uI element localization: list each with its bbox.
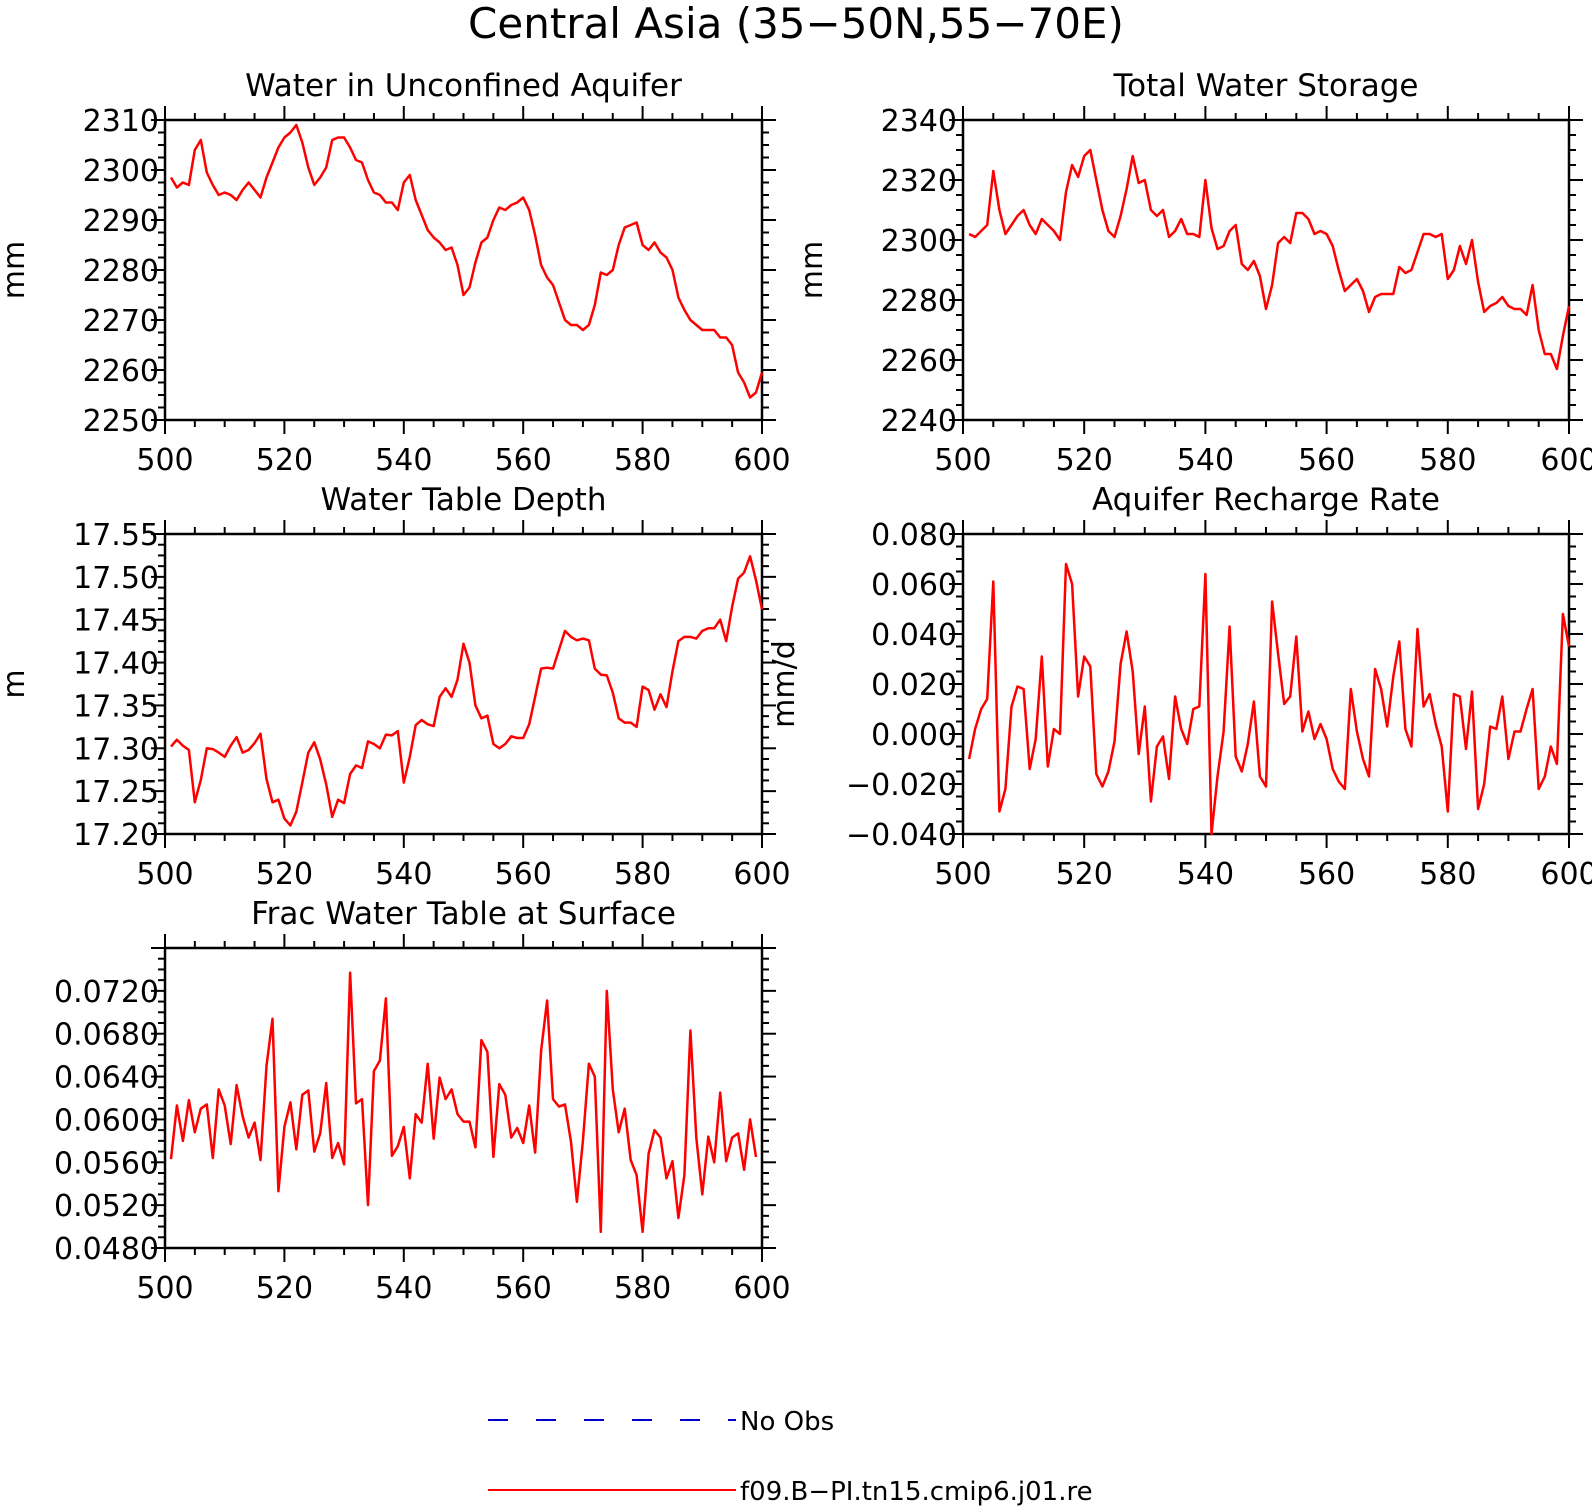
x-tick-label: 560 (495, 1271, 552, 1306)
y-tick-label: −0.040 (846, 818, 957, 853)
series-line-1 (967, 562, 1571, 836)
x-tick-label: 520 (1056, 443, 1113, 478)
panel-title: Water Table Depth (321, 482, 607, 518)
y-tick-label: 0.060 (871, 568, 957, 603)
y-tick-label: 2240 (881, 404, 957, 439)
y-tick-label: 2310 (83, 104, 159, 139)
y-tick-label: 0.020 (871, 668, 957, 703)
x-tick-label: 540 (1177, 443, 1234, 478)
y-tick-label: 17.50 (73, 561, 159, 596)
x-tick-label: 600 (733, 443, 790, 478)
panel-1: Water in Unconfined Aquifer 500 520 540 560 5… (0, 68, 791, 478)
y-tick-label: 17.35 (73, 689, 159, 724)
y-tick-label: 2280 (83, 254, 159, 289)
x-tick-label: 600 (733, 857, 790, 892)
panel-2: Total Water Storage 500 520 540 560 580 600 224… (795, 68, 1592, 478)
x-tick-label: 540 (375, 443, 432, 478)
legend-label-model: f09.B−PI.tn15.cmip6.j01.re (740, 1477, 1093, 1507)
x-tick-label: 560 (1298, 857, 1355, 892)
series-line-1 (170, 555, 764, 827)
y-tick-label: 0.0680 (54, 1018, 159, 1053)
panel-4: Aquifer Recharge Rate 500 520 540 560 580 600 −… (767, 482, 1592, 892)
x-tick-label: 540 (375, 1271, 432, 1306)
x-tick-label: 540 (1177, 857, 1234, 892)
x-tick-label: 500 (934, 443, 991, 478)
figure-title: Central Asia (35−50N,55−70E) (468, 0, 1124, 48)
y-tick-label: 2300 (83, 154, 159, 189)
y-tick-label: 17.55 (73, 518, 159, 553)
y-axis-label: mm/d (767, 640, 802, 728)
x-tick-label: 520 (1056, 857, 1113, 892)
y-tick-label: 17.40 (73, 647, 159, 682)
y-tick-label: 2260 (83, 354, 159, 389)
x-tick-label: 500 (136, 1271, 193, 1306)
x-tick-label: 580 (614, 857, 671, 892)
x-tick-label: 560 (495, 443, 552, 478)
y-tick-label: 2270 (83, 304, 159, 339)
y-tick-label: 0.0520 (54, 1189, 159, 1224)
x-tick-label: 500 (136, 857, 193, 892)
y-tick-label: 0.000 (871, 718, 957, 753)
panel-title: Frac Water Table at Surface (251, 896, 676, 932)
y-tick-label: 0.0640 (54, 1061, 159, 1096)
x-tick-label: 500 (136, 443, 193, 478)
x-tick-label: 600 (1540, 857, 1592, 892)
y-tick-label: 0.0480 (54, 1232, 159, 1267)
y-tick-label: 2340 (881, 104, 957, 139)
y-axis-label: m (0, 669, 32, 698)
x-tick-label: 500 (934, 857, 991, 892)
panel-title: Aquifer Recharge Rate (1092, 482, 1440, 518)
panel-5: Frac Water Table at Surface 500 520 540 560 5… (54, 896, 791, 1306)
x-tick-label: 580 (1419, 443, 1476, 478)
plot-frame (163, 946, 764, 1250)
x-tick-label: 560 (495, 857, 552, 892)
panel-title: Water in Unconfined Aquifer (245, 68, 682, 104)
y-tick-label: 17.25 (73, 775, 159, 810)
y-tick-label: 0.040 (871, 618, 957, 653)
x-tick-label: 520 (256, 1271, 313, 1306)
series-line-1 (968, 148, 1571, 371)
y-axis-label: mm (0, 241, 32, 299)
y-tick-label: 2260 (881, 344, 957, 379)
y-tick-label: −0.020 (846, 768, 957, 803)
panel-title: Total Water Storage (1112, 68, 1418, 104)
plot-frame (961, 118, 1571, 422)
y-tick-label: 2320 (881, 164, 957, 199)
y-tick-label: 2290 (83, 204, 159, 239)
y-tick-label: 17.20 (73, 818, 159, 853)
panels: Water in Unconfined Aquifer 500 520 540 560 5… (0, 68, 1592, 1306)
x-tick-label: 580 (1419, 857, 1476, 892)
y-tick-label: 17.45 (73, 604, 159, 639)
x-tick-label: 580 (614, 1271, 671, 1306)
x-tick-label: 520 (256, 857, 313, 892)
series-line-1 (169, 971, 758, 1234)
x-tick-label: 580 (614, 443, 671, 478)
legend: No Obs f09.B−PI.tn15.cmip6.j01.re (488, 1407, 1093, 1507)
y-tick-label: 2280 (881, 284, 957, 319)
x-tick-label: 540 (375, 857, 432, 892)
y-tick-label: 0.0600 (54, 1103, 159, 1138)
y-tick-label: 2250 (83, 404, 159, 439)
y-tick-label: 0.080 (871, 518, 957, 553)
plot-frame (163, 532, 764, 836)
panel-3: Water Table Depth 500 520 540 560 580 600 17.20… (0, 482, 791, 892)
legend-label-no-obs: No Obs (740, 1407, 834, 1437)
x-tick-label: 520 (256, 443, 313, 478)
series-line-1 (169, 123, 764, 399)
y-tick-label: 0.0560 (54, 1146, 159, 1181)
y-tick-label: 0.0720 (54, 975, 159, 1010)
y-tick-label: 2300 (881, 224, 957, 259)
x-tick-label: 560 (1298, 443, 1355, 478)
y-tick-label: 17.30 (73, 732, 159, 767)
y-axis-label: mm (795, 241, 830, 299)
x-tick-label: 600 (733, 1271, 790, 1306)
x-tick-label: 600 (1540, 443, 1592, 478)
